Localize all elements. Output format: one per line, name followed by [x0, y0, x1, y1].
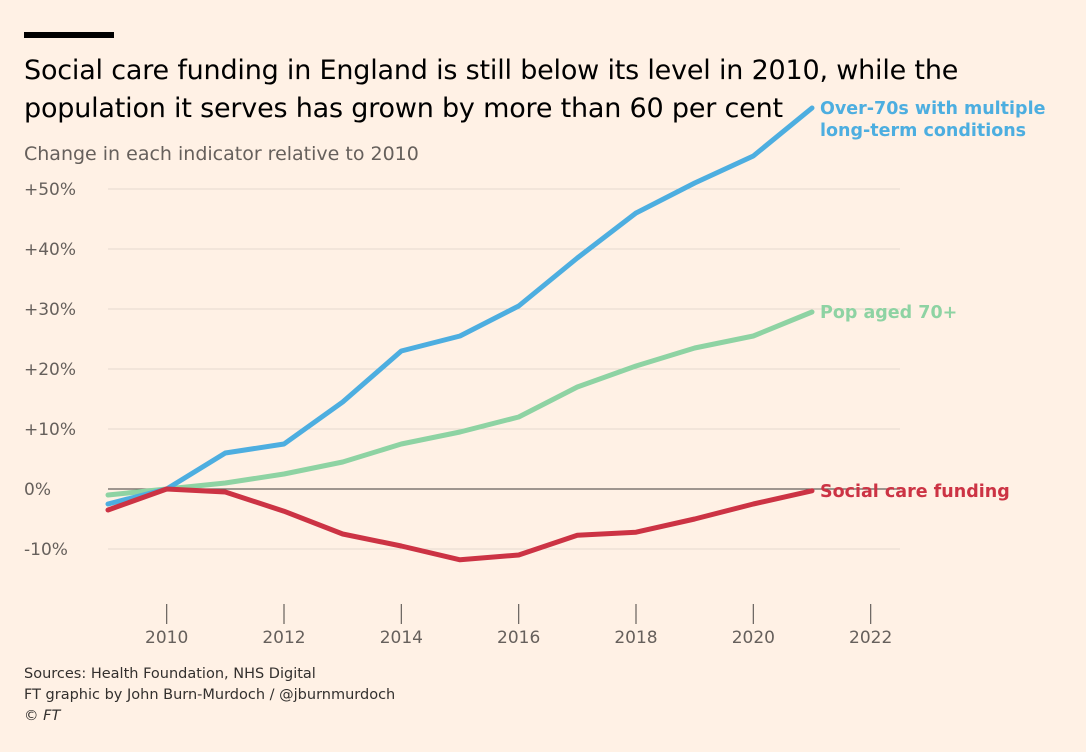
x-tick-label: 2020 [732, 628, 775, 648]
x-tick-label: 2014 [380, 628, 423, 648]
footer: Sources: Health Foundation, NHS Digital … [24, 664, 395, 727]
x-tick-label: 2016 [497, 628, 540, 648]
chart-title: Social care funding in England is still … [24, 55, 959, 124]
sources-note: Sources: Health Foundation, NHS Digital [24, 666, 316, 682]
y-tick-label: +20% [24, 360, 76, 380]
x-tick-label: 2018 [614, 628, 657, 648]
y-tick-label: +40% [24, 240, 76, 260]
top-rule [24, 32, 114, 38]
y-tick-label: -10% [24, 540, 68, 560]
y-tick-label: +10% [24, 420, 76, 440]
x-tick-label: 2012 [262, 628, 305, 648]
series-label-text: Over-70s with multiple [820, 99, 1046, 119]
series-line-social-care-funding [105, 486, 815, 563]
axes: -10% 0% +10% +20% +30% +40% +50% 2010 2012 2014 20… [24, 180, 892, 648]
gridlines [108, 188, 900, 550]
series-label-text: long-term conditions [820, 121, 1026, 141]
chart-subtitle: Change in each indicator relative to 201… [24, 143, 419, 165]
y-tick-label: 0% [24, 480, 51, 500]
x-tick-label: 2010 [145, 628, 188, 648]
x-tick-label: 2022 [849, 628, 892, 648]
credit-note: FT graphic by John Burn-Murdoch / @jburn… [24, 687, 396, 703]
series-line-pop-aged-70- [105, 309, 815, 498]
y-tick-label: +30% [24, 300, 76, 320]
series-label-text: Social care funding [820, 482, 1010, 502]
series-lines [105, 105, 815, 563]
series-line-over-70s-with-multiple-long-term-conditions [105, 105, 815, 507]
copyright-note: © FT [24, 708, 61, 724]
y-tick-label: +50% [24, 180, 76, 200]
series-label-text: Pop aged 70+ [820, 303, 957, 323]
